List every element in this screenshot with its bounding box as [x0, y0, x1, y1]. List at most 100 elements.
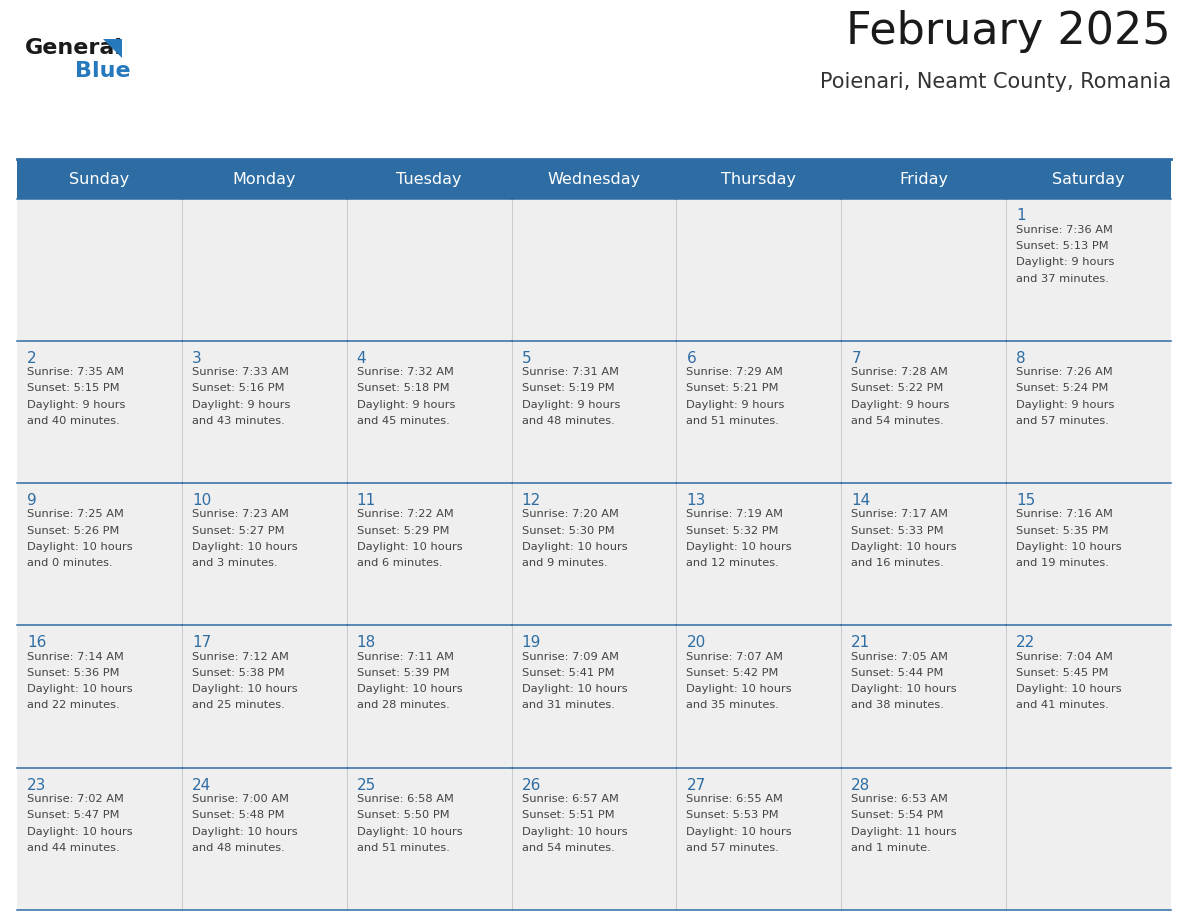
- Text: and 22 minutes.: and 22 minutes.: [27, 700, 120, 711]
- Text: and 48 minutes.: and 48 minutes.: [522, 416, 614, 426]
- Text: Sunrise: 7:26 AM: Sunrise: 7:26 AM: [1016, 367, 1113, 377]
- Text: Sunrise: 6:53 AM: Sunrise: 6:53 AM: [852, 794, 948, 804]
- Text: Daylight: 11 hours: Daylight: 11 hours: [852, 826, 956, 836]
- Text: and 43 minutes.: and 43 minutes.: [191, 416, 285, 426]
- Text: Daylight: 10 hours: Daylight: 10 hours: [191, 542, 297, 552]
- Bar: [512, 198, 676, 341]
- Text: Sunrise: 7:09 AM: Sunrise: 7:09 AM: [522, 652, 619, 662]
- Text: Sunday: Sunday: [69, 172, 129, 186]
- Text: Sunrise: 7:05 AM: Sunrise: 7:05 AM: [852, 652, 948, 662]
- Text: Sunrise: 6:58 AM: Sunrise: 6:58 AM: [356, 794, 454, 804]
- Text: Sunrise: 7:20 AM: Sunrise: 7:20 AM: [522, 509, 619, 520]
- Text: Daylight: 10 hours: Daylight: 10 hours: [522, 542, 627, 552]
- Text: 21: 21: [852, 635, 871, 650]
- Text: 8: 8: [1016, 351, 1025, 365]
- Text: and 48 minutes.: and 48 minutes.: [191, 843, 285, 853]
- Text: Sunrise: 7:29 AM: Sunrise: 7:29 AM: [687, 367, 783, 377]
- Bar: [182, 341, 347, 483]
- Text: Saturday: Saturday: [1053, 172, 1125, 186]
- Text: and 51 minutes.: and 51 minutes.: [356, 843, 449, 853]
- Bar: [17, 767, 182, 910]
- Text: and 38 minutes.: and 38 minutes.: [852, 700, 944, 711]
- Bar: [1006, 767, 1171, 910]
- Text: Sunset: 5:45 PM: Sunset: 5:45 PM: [1016, 668, 1108, 678]
- Text: and 31 minutes.: and 31 minutes.: [522, 700, 614, 711]
- Text: and 41 minutes.: and 41 minutes.: [1016, 700, 1108, 711]
- Text: 13: 13: [687, 493, 706, 508]
- Text: Wednesday: Wednesday: [548, 172, 640, 186]
- Text: Daylight: 10 hours: Daylight: 10 hours: [522, 684, 627, 694]
- Text: and 54 minutes.: and 54 minutes.: [852, 416, 944, 426]
- Text: 6: 6: [687, 351, 696, 365]
- Bar: [17, 341, 182, 483]
- Text: Sunrise: 7:32 AM: Sunrise: 7:32 AM: [356, 367, 454, 377]
- Text: Blue: Blue: [75, 61, 131, 81]
- Text: 20: 20: [687, 635, 706, 650]
- Text: Sunrise: 7:28 AM: Sunrise: 7:28 AM: [852, 367, 948, 377]
- Bar: [841, 341, 1006, 483]
- Text: Sunrise: 7:31 AM: Sunrise: 7:31 AM: [522, 367, 619, 377]
- Text: Daylight: 10 hours: Daylight: 10 hours: [27, 542, 133, 552]
- Text: and 40 minutes.: and 40 minutes.: [27, 416, 120, 426]
- Polygon shape: [103, 39, 122, 58]
- Bar: [182, 198, 347, 341]
- Text: and 37 minutes.: and 37 minutes.: [1016, 274, 1110, 284]
- Bar: [17, 625, 182, 767]
- Bar: [182, 767, 347, 910]
- Text: Daylight: 10 hours: Daylight: 10 hours: [852, 684, 956, 694]
- Bar: [347, 341, 512, 483]
- Text: Tuesday: Tuesday: [397, 172, 462, 186]
- Text: Sunrise: 7:35 AM: Sunrise: 7:35 AM: [27, 367, 124, 377]
- Text: 16: 16: [27, 635, 46, 650]
- Text: Sunset: 5:21 PM: Sunset: 5:21 PM: [687, 384, 779, 393]
- Text: 23: 23: [27, 778, 46, 793]
- Text: Sunrise: 7:36 AM: Sunrise: 7:36 AM: [1016, 225, 1113, 235]
- Text: 27: 27: [687, 778, 706, 793]
- Text: and 16 minutes.: and 16 minutes.: [852, 558, 944, 568]
- Text: and 44 minutes.: and 44 minutes.: [27, 843, 120, 853]
- Text: Sunset: 5:47 PM: Sunset: 5:47 PM: [27, 811, 120, 821]
- Bar: [1006, 483, 1171, 625]
- Text: Sunset: 5:53 PM: Sunset: 5:53 PM: [687, 811, 779, 821]
- Text: and 54 minutes.: and 54 minutes.: [522, 843, 614, 853]
- Text: Sunset: 5:26 PM: Sunset: 5:26 PM: [27, 526, 119, 535]
- Text: 4: 4: [356, 351, 366, 365]
- Bar: [17, 198, 182, 341]
- Text: Daylight: 9 hours: Daylight: 9 hours: [852, 399, 949, 409]
- Text: Monday: Monday: [233, 172, 296, 186]
- Text: Sunrise: 6:55 AM: Sunrise: 6:55 AM: [687, 794, 783, 804]
- Bar: [17, 160, 1171, 198]
- Text: 26: 26: [522, 778, 541, 793]
- Text: Sunset: 5:54 PM: Sunset: 5:54 PM: [852, 811, 943, 821]
- Bar: [676, 625, 841, 767]
- Text: Sunset: 5:22 PM: Sunset: 5:22 PM: [852, 384, 943, 393]
- Bar: [1006, 198, 1171, 341]
- Text: and 0 minutes.: and 0 minutes.: [27, 558, 113, 568]
- Text: Sunrise: 7:16 AM: Sunrise: 7:16 AM: [1016, 509, 1113, 520]
- Text: Daylight: 9 hours: Daylight: 9 hours: [191, 399, 290, 409]
- Text: Sunset: 5:38 PM: Sunset: 5:38 PM: [191, 668, 284, 678]
- Text: Sunset: 5:30 PM: Sunset: 5:30 PM: [522, 526, 614, 535]
- Bar: [1006, 625, 1171, 767]
- Text: 1: 1: [1016, 208, 1025, 223]
- Text: Daylight: 10 hours: Daylight: 10 hours: [522, 826, 627, 836]
- Bar: [841, 767, 1006, 910]
- Text: and 51 minutes.: and 51 minutes.: [687, 416, 779, 426]
- Text: 24: 24: [191, 778, 211, 793]
- Bar: [676, 341, 841, 483]
- Bar: [512, 625, 676, 767]
- Text: and 6 minutes.: and 6 minutes.: [356, 558, 442, 568]
- Text: and 57 minutes.: and 57 minutes.: [687, 843, 779, 853]
- Text: and 57 minutes.: and 57 minutes.: [1016, 416, 1110, 426]
- Text: Daylight: 10 hours: Daylight: 10 hours: [356, 542, 462, 552]
- Bar: [347, 198, 512, 341]
- Text: Sunset: 5:36 PM: Sunset: 5:36 PM: [27, 668, 120, 678]
- Text: 5: 5: [522, 351, 531, 365]
- Text: Daylight: 10 hours: Daylight: 10 hours: [356, 684, 462, 694]
- Text: Sunrise: 7:33 AM: Sunrise: 7:33 AM: [191, 367, 289, 377]
- Text: February 2025: February 2025: [846, 10, 1171, 53]
- Text: and 1 minute.: and 1 minute.: [852, 843, 931, 853]
- Text: Sunset: 5:41 PM: Sunset: 5:41 PM: [522, 668, 614, 678]
- Text: Sunset: 5:15 PM: Sunset: 5:15 PM: [27, 384, 120, 393]
- Text: Sunset: 5:29 PM: Sunset: 5:29 PM: [356, 526, 449, 535]
